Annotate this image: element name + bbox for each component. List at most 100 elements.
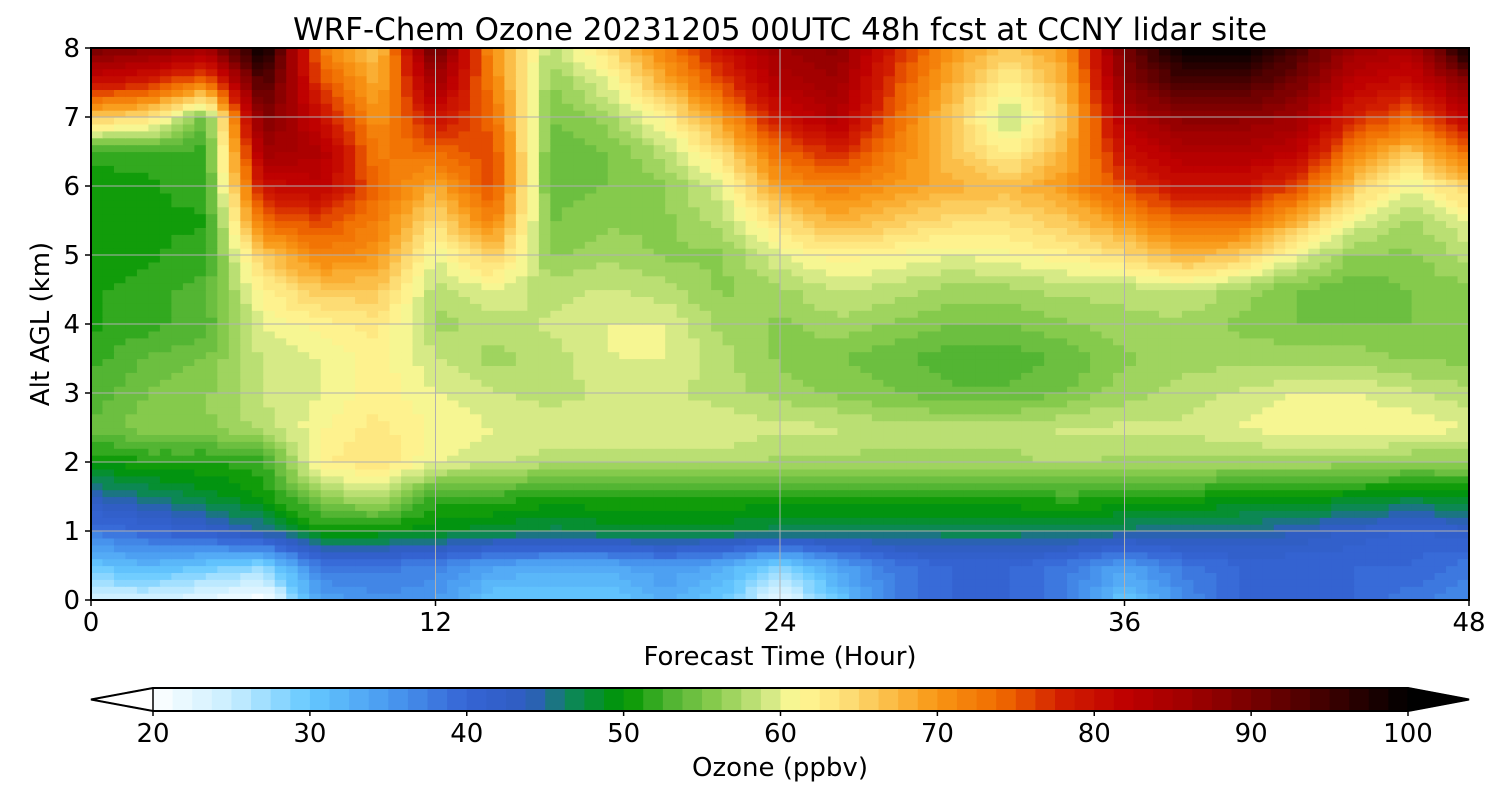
heatmap-cell: [814, 475, 827, 484]
heatmap-cell: [1354, 420, 1367, 429]
heatmap-cell: [722, 310, 735, 318]
heatmap-cell: [1055, 537, 1068, 546]
heatmap-cell: [860, 351, 873, 360]
heatmap-cell: [1124, 379, 1137, 387]
heatmap-cell: [963, 468, 976, 477]
heatmap-cell: [125, 462, 138, 470]
heatmap-cell: [469, 462, 483, 470]
heatmap-cell: [263, 372, 276, 380]
heatmap-cell: [263, 310, 276, 318]
heatmap-cell: [1147, 358, 1160, 366]
heatmap-cell: [1446, 537, 1459, 546]
heatmap-cell: [1239, 579, 1252, 587]
heatmap-cell: [263, 386, 276, 394]
heatmap-cell: [378, 558, 391, 567]
heatmap-cell: [780, 572, 793, 580]
heatmap-cell: [561, 441, 574, 449]
heatmap-cell: [125, 489, 138, 498]
heatmap-cell: [1250, 482, 1263, 491]
heatmap-cell: [906, 310, 919, 318]
heatmap-cell: [676, 351, 689, 360]
heatmap-cell: [860, 475, 873, 484]
heatmap-cell: [515, 482, 528, 491]
heatmap-cell: [1365, 579, 1378, 587]
heatmap-cell: [274, 420, 287, 429]
heatmap-cell: [481, 510, 494, 518]
heatmap-cell: [848, 496, 861, 504]
heatmap-cell: [963, 531, 976, 539]
heatmap-cell: [458, 503, 471, 511]
heatmap-cell: [699, 399, 712, 408]
heatmap-cell: [986, 558, 999, 567]
heatmap-cell: [802, 482, 816, 491]
heatmap-cell: [825, 310, 839, 318]
heatmap-cell: [1354, 337, 1367, 346]
heatmap-cell: [1342, 386, 1355, 394]
heatmap-cell: [711, 448, 724, 456]
heatmap-cell: [791, 324, 804, 332]
heatmap-cell: [263, 586, 276, 594]
heatmap-cell: [745, 365, 758, 373]
heatmap-cell: [1090, 524, 1103, 532]
heatmap-cell: [1319, 379, 1332, 387]
heatmap-cell: [940, 475, 953, 484]
heatmap-cell: [1239, 420, 1252, 429]
heatmap-cell: [102, 399, 115, 408]
heatmap-cell: [642, 448, 655, 456]
heatmap-cell: [125, 372, 138, 380]
heatmap-cell: [906, 441, 919, 449]
heatmap-cell: [1285, 386, 1298, 394]
heatmap-cell: [630, 558, 643, 567]
heatmap-cell: [1331, 420, 1344, 429]
heatmap-cell: [332, 496, 345, 504]
heatmap-cell: [378, 537, 391, 546]
heatmap-cell: [940, 310, 953, 318]
heatmap-cell: [653, 434, 666, 442]
heatmap-cell: [1067, 358, 1080, 366]
heatmap-cell: [1273, 482, 1286, 491]
heatmap-cell: [274, 524, 287, 532]
heatmap-cell: [343, 413, 356, 422]
heatmap-cell: [194, 393, 207, 401]
heatmap-cell: [573, 393, 586, 401]
heatmap-cell: [825, 427, 839, 435]
heatmap-cell: [963, 544, 976, 553]
heatmap-cell: [630, 510, 643, 518]
heatmap-cell: [1342, 337, 1355, 346]
heatmap-cell: [894, 351, 907, 360]
heatmap-cell: [1181, 579, 1194, 587]
heatmap-cell: [401, 351, 414, 360]
heatmap-cell: [401, 358, 414, 366]
heatmap-cell: [159, 406, 172, 415]
heatmap-cell: [1044, 365, 1057, 373]
heatmap-cell: [561, 565, 574, 573]
heatmap-cell: [148, 317, 161, 325]
heatmap-cell: [1090, 455, 1103, 463]
heatmap-cell: [665, 324, 678, 332]
heatmap-cell: [711, 565, 724, 573]
heatmap-cell: [780, 337, 793, 346]
heatmap-cell: [630, 579, 643, 587]
heatmap-cell: [768, 413, 781, 422]
heatmap-cell: [883, 468, 896, 477]
heatmap-cell: [1423, 524, 1436, 532]
heatmap-cell: [251, 386, 264, 394]
heatmap-cell: [722, 586, 735, 594]
heatmap-cell: [1067, 324, 1080, 332]
heatmap-cell: [596, 420, 609, 429]
heatmap-cell: [1147, 386, 1160, 394]
heatmap-cell: [1216, 462, 1229, 470]
heatmap-cell: [251, 344, 264, 353]
heatmap-cell: [1285, 544, 1298, 553]
heatmap-cell: [1181, 399, 1194, 408]
heatmap-cell: [1204, 351, 1217, 360]
heatmap-cell: [929, 482, 942, 491]
heatmap-cell: [1124, 544, 1137, 553]
heatmap-cell: [182, 468, 195, 477]
heatmap-cell: [630, 324, 643, 332]
heatmap-cell: [665, 337, 678, 346]
heatmap-cell: [1342, 441, 1355, 449]
heatmap-cell: [642, 372, 655, 380]
heatmap-cell: [1067, 544, 1080, 553]
heatmap-cell: [504, 317, 517, 325]
